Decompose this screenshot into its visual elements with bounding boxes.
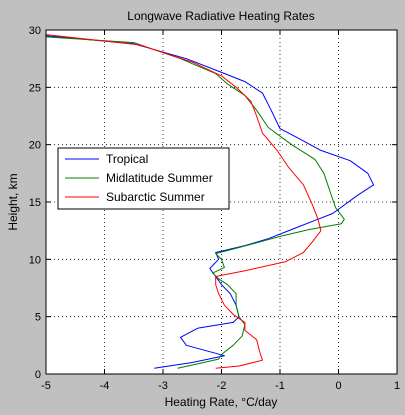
legend: Tropical Midlatitude Summer Subarctic Summ… [57,147,230,210]
x-axis-label: Heating Rate, °C/day [165,395,278,409]
series-line-subarctic-summer [45,34,322,369]
series-line-tropical [45,35,375,369]
y-tick-label: 30 [29,25,41,37]
legend-entry-label: Midlatitude Summer [106,171,213,185]
x-tick-label: 1 [394,380,400,392]
y-tick-label: 25 [29,82,41,94]
x-tick-label: 0 [335,380,341,392]
y-tick-label: 10 [29,254,41,266]
y-tick-label: 15 [29,197,41,209]
x-tick-label: -5 [41,380,51,392]
series-lines [45,34,375,369]
legend-entry-label: Subarctic Summer [106,190,205,204]
x-tick-label: -2 [217,380,227,392]
x-tick-label: -4 [100,380,110,392]
series-line-midlatitude-summer [45,36,345,369]
y-tick-label: 5 [35,312,41,324]
y-tick-label: 0 [35,369,41,381]
y-tick-label: 20 [29,140,41,152]
chart-title: Longwave Radiative Heating Rates [127,9,314,23]
x-tick-label: -1 [275,380,285,392]
x-tick-label: -3 [158,380,168,392]
legend-entry-label: Tropical [106,152,148,166]
y-axis-label: Height, km [6,173,20,230]
